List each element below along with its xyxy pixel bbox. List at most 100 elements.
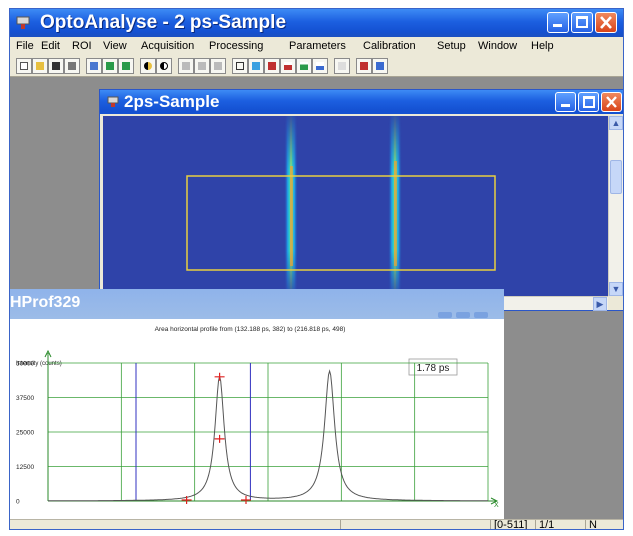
scroll-up-button[interactable]: ▲ [609, 116, 623, 130]
y-ticks: 50000 37500 25000 12500 0 [16, 361, 34, 506]
profile-window: HProf329 Area horizontal profile from (1… [10, 289, 504, 521]
cursor-marker [214, 434, 225, 443]
blank-button[interactable] [334, 58, 350, 74]
image-canvas[interactable] [103, 116, 608, 296]
blank-icon [338, 62, 346, 70]
align-right-button[interactable] [210, 58, 226, 74]
menu-window[interactable]: Window [478, 40, 518, 52]
chart-button[interactable] [280, 58, 296, 74]
plot-grid [48, 362, 489, 502]
color-button[interactable] [248, 58, 264, 74]
profile-minimize-button[interactable] [438, 312, 452, 318]
menu-help[interactable]: Help [531, 40, 554, 52]
cursor-marker [241, 496, 251, 504]
cursor-marker [214, 372, 225, 381]
menu-file[interactable]: File [16, 40, 34, 52]
y-tick-label: 37500 [16, 395, 34, 402]
menu-view[interactable]: View [103, 40, 127, 52]
profile-curve [48, 369, 488, 502]
y-tick-label: 0 [16, 499, 20, 506]
cursor-marker [181, 496, 192, 504]
contrast-icon [144, 62, 152, 70]
open-button[interactable] [32, 58, 48, 74]
help2-button[interactable] [372, 58, 388, 74]
menu-calibration[interactable]: Calibration [363, 40, 416, 52]
help2-icon [376, 62, 384, 70]
close-button[interactable] [595, 12, 617, 33]
roi-rectangle[interactable] [186, 175, 496, 271]
chart2-icon [300, 62, 308, 70]
pin-icon [106, 62, 114, 70]
y-tick-label: 25000 [16, 430, 34, 437]
pin2-button[interactable] [118, 58, 134, 74]
menu-parameters[interactable]: Parameters [289, 40, 346, 52]
pin-button[interactable] [102, 58, 118, 74]
menu-acquisition[interactable]: Acquisition [141, 40, 195, 52]
chart2-button[interactable] [296, 58, 312, 74]
align-left-icon [182, 62, 190, 70]
print-icon [68, 62, 76, 70]
copy-button[interactable] [86, 58, 102, 74]
frame-button[interactable] [232, 58, 248, 74]
profile-plot[interactable]: Area horizontal profile from (132.188 ps… [10, 319, 504, 521]
print-button[interactable] [64, 58, 80, 74]
image-window-title-bar[interactable]: 2ps-Sample [100, 90, 623, 114]
save-button[interactable] [48, 58, 64, 74]
text-button[interactable] [264, 58, 280, 74]
help-button[interactable] [356, 58, 372, 74]
image-minimize-button[interactable] [555, 92, 576, 112]
x-axis-arrow [490, 497, 499, 505]
y-tick-label: 12500 [16, 464, 34, 471]
chart3-icon [316, 62, 324, 70]
chart3-button[interactable] [312, 58, 328, 74]
open-icon [36, 62, 44, 70]
menu-processing[interactable]: Processing [209, 40, 264, 52]
text-icon [268, 62, 276, 70]
align-center-button[interactable] [194, 58, 210, 74]
measurement-cursors[interactable] [181, 372, 251, 504]
toolbar [10, 55, 623, 77]
vertical-scroll-thumb[interactable] [610, 160, 622, 194]
status-pane-range: [0-511] [490, 519, 535, 530]
image-maximize-button[interactable] [578, 92, 599, 112]
frame-icon [236, 62, 244, 70]
app-window: OptoAnalyse - 2 ps-Sample File Edit ROI … [9, 8, 624, 530]
title-bar[interactable]: OptoAnalyse - 2 ps-Sample [10, 9, 623, 37]
x-axis-label: X [494, 502, 499, 509]
menu-roi[interactable]: ROI [72, 40, 92, 52]
scroll-down-button[interactable]: ▼ [609, 282, 623, 296]
image-window: 2ps-Sample [99, 89, 623, 311]
align-left-button[interactable] [178, 58, 194, 74]
image-vertical-scrollbar[interactable]: ▲ ▼ [608, 116, 623, 296]
menu-bar: File Edit ROI View Acquisition Processin… [10, 37, 623, 55]
menu-edit[interactable]: Edit [41, 40, 60, 52]
app-icon [16, 16, 30, 29]
plot-title: Area horizontal profile from (132.188 ps… [155, 326, 346, 333]
y-axis-arrow [44, 349, 52, 358]
contrast2-icon [160, 62, 168, 70]
profile-window-title-bar[interactable]: HProf329 [10, 289, 504, 319]
save-icon [52, 62, 60, 70]
image-canvas-svg [103, 116, 608, 296]
new-button[interactable] [16, 58, 32, 74]
image-close-button[interactable] [601, 92, 622, 112]
status-page: 1/1 [539, 519, 555, 530]
pin2-icon [122, 62, 130, 70]
maximize-button[interactable] [571, 12, 593, 33]
minimize-button[interactable] [547, 12, 569, 33]
contrast-button[interactable] [140, 58, 156, 74]
profile-maximize-button[interactable] [456, 312, 470, 318]
menu-setup[interactable]: Setup [437, 40, 466, 52]
contrast2-button[interactable] [156, 58, 172, 74]
color-icon [252, 62, 260, 70]
status-pane-page: 1/1 [535, 519, 565, 530]
scroll-right-button[interactable]: ▶ [593, 297, 607, 311]
profile-close-button[interactable] [474, 312, 488, 318]
close-icon [606, 96, 617, 108]
status-range: [0-511] [494, 519, 528, 530]
status-pane-blank [340, 520, 490, 529]
chart-icon [284, 62, 292, 70]
y-tick-label: 50000 [16, 361, 34, 368]
status-mode: N [589, 519, 597, 530]
align-center-icon [198, 62, 206, 70]
